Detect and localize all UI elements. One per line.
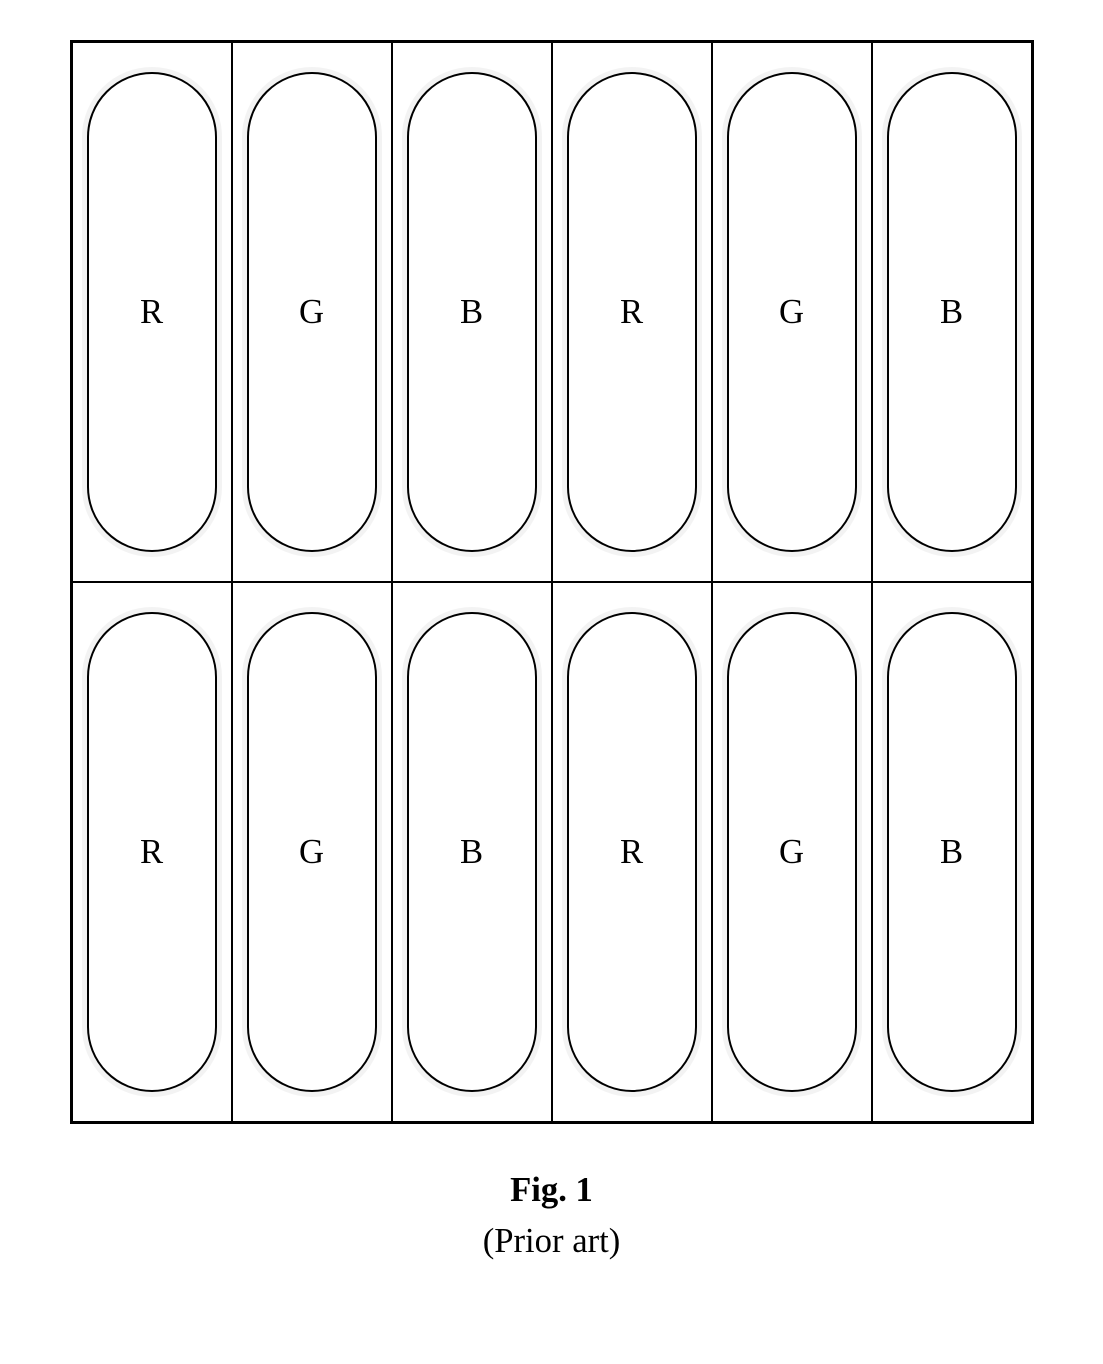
subpixel-label: B <box>460 833 483 872</box>
subpixel-label: R <box>140 293 163 332</box>
subpixel-label: B <box>940 293 963 332</box>
pixel-cell: G <box>232 582 392 1122</box>
pixel-cell: R <box>552 582 712 1122</box>
subpixel-label: B <box>940 833 963 872</box>
pixel-cell: R <box>72 42 232 582</box>
subpixel: G <box>247 612 377 1092</box>
subpixel-label: B <box>460 293 483 332</box>
subpixel: B <box>887 612 1017 1092</box>
pixel-cell: G <box>712 582 872 1122</box>
subpixel: R <box>87 612 217 1092</box>
subpixel-label: G <box>779 833 804 872</box>
subpixel: B <box>407 612 537 1092</box>
caption-line-2: (Prior art) <box>483 1222 621 1261</box>
subpixel-label: G <box>299 833 324 872</box>
figure-caption: Fig. 1 (Prior art) <box>483 1159 621 1261</box>
subpixel-label: R <box>140 833 163 872</box>
subpixel-label: G <box>779 293 804 332</box>
subpixel: B <box>887 72 1017 552</box>
pixel-cell: G <box>712 42 872 582</box>
pixel-array-diagram: R G B R G B R G B R G B <box>70 40 1034 1124</box>
pixel-row: RGBRGB <box>72 582 1032 1122</box>
pixel-cell: B <box>872 42 1032 582</box>
caption-line-1: Fig. 1 <box>483 1171 621 1210</box>
subpixel: G <box>727 612 857 1092</box>
pixel-cell: B <box>392 582 552 1122</box>
subpixel-label: R <box>620 293 643 332</box>
subpixel-label: R <box>620 833 643 872</box>
pixel-cell: B <box>872 582 1032 1122</box>
subpixel: G <box>247 72 377 552</box>
subpixel-label: G <box>299 293 324 332</box>
subpixel: G <box>727 72 857 552</box>
subpixel: R <box>567 72 697 552</box>
pixel-cell: B <box>392 42 552 582</box>
subpixel: R <box>567 612 697 1092</box>
pixel-cell: G <box>232 42 392 582</box>
pixel-cell: R <box>552 42 712 582</box>
pixel-cell: R <box>72 582 232 1122</box>
subpixel: R <box>87 72 217 552</box>
subpixel: B <box>407 72 537 552</box>
pixel-row: RGBRGB <box>72 42 1032 582</box>
